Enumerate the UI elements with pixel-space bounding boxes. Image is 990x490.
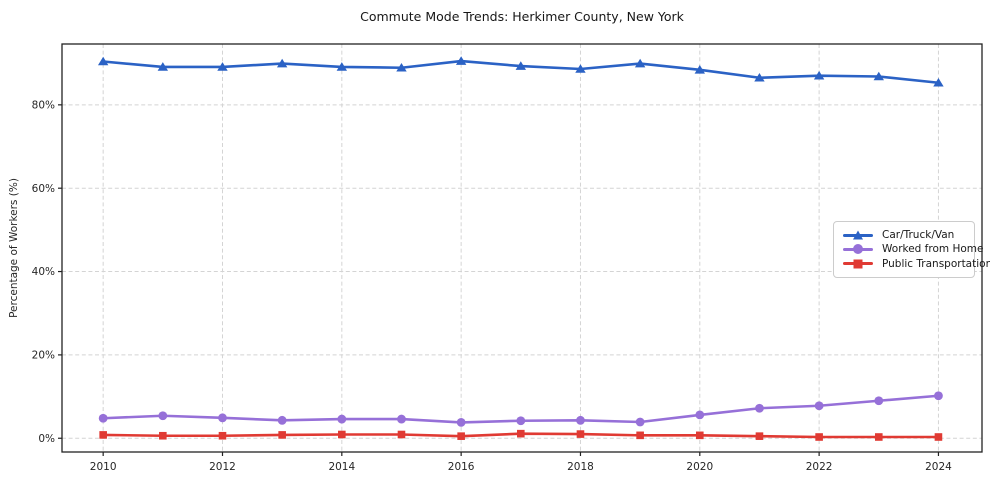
data-point-marker — [576, 430, 585, 438]
square-marker-icon — [853, 259, 863, 269]
x-tick-label: 2020 — [686, 461, 713, 473]
legend-item-car-truck-van: Car/Truck/Van — [843, 228, 966, 242]
data-point-marker — [575, 64, 586, 73]
data-point-marker — [874, 433, 883, 441]
data-point-marker — [813, 70, 825, 80]
x-tick-label: 2014 — [328, 461, 355, 473]
x-tick-label: 2012 — [209, 461, 236, 473]
series-lines — [97, 56, 944, 441]
x-tick-labels: 2010 2012 2014 2016 2018 2020 2022 2024 — [90, 461, 952, 473]
triangle-marker-icon — [853, 230, 863, 240]
plot-border — [61, 43, 983, 453]
y-tick-label: 60% — [32, 183, 55, 195]
legend-line-swatch — [843, 259, 873, 269]
data-point-marker — [217, 62, 228, 71]
x-tick-label: 2010 — [90, 461, 117, 473]
data-point-marker — [159, 431, 167, 440]
data-point-marker — [814, 401, 824, 411]
circle-marker-icon — [853, 244, 863, 255]
data-point-marker — [695, 410, 705, 420]
data-point-marker — [158, 411, 168, 421]
legend-label: Car/Truck/Van — [882, 229, 955, 242]
data-point-marker — [457, 432, 465, 440]
y-tick-label: 80% — [32, 99, 55, 111]
data-point-marker — [694, 65, 705, 74]
data-point-marker — [695, 431, 704, 440]
legend: Car/Truck/Van Worked from Home Public Tr… — [833, 221, 990, 278]
chart-title: Commute Mode Trends: Herkimer County, Ne… — [360, 9, 684, 24]
data-point-marker — [278, 431, 286, 439]
y-axis-label: Percentage of Workers (%) — [8, 178, 20, 318]
x-tick-label: 2022 — [806, 461, 833, 473]
data-point-marker — [396, 62, 407, 72]
data-point-marker — [157, 62, 169, 71]
data-point-marker — [338, 430, 346, 439]
data-point-marker — [576, 415, 585, 425]
y-ticks — [58, 104, 62, 439]
y-tick-label: 20% — [32, 349, 55, 361]
data-point-marker — [397, 430, 406, 439]
legend-item-worked-from-home: Worked from Home — [843, 242, 983, 256]
y-tick-label: 40% — [32, 266, 55, 278]
data-point-marker — [277, 415, 287, 425]
series-public-transportation — [99, 429, 943, 441]
data-point-marker — [336, 62, 348, 71]
data-point-marker — [218, 431, 227, 440]
legend-item-public-transportation: Public Transportation — [843, 257, 990, 271]
x-ticks — [102, 452, 940, 456]
data-point-marker — [934, 391, 943, 401]
data-point-marker — [635, 417, 645, 427]
data-point-marker — [636, 431, 644, 440]
data-point-marker — [218, 413, 227, 423]
data-point-marker — [98, 413, 108, 423]
data-point-marker — [97, 56, 109, 66]
data-point-marker — [634, 58, 646, 68]
data-point-marker — [99, 431, 107, 439]
data-point-marker — [455, 56, 467, 65]
data-point-marker — [517, 429, 525, 438]
legend-line-swatch — [843, 230, 873, 240]
data-point-marker — [276, 58, 288, 68]
data-point-marker — [397, 414, 406, 424]
data-point-marker — [337, 414, 347, 424]
series-car-truck-van — [97, 56, 944, 87]
data-point-marker — [873, 71, 884, 81]
x-tick-label: 2016 — [448, 461, 475, 473]
data-point-marker — [515, 61, 527, 70]
legend-label: Public Transportation — [882, 257, 990, 270]
data-point-marker — [815, 433, 823, 441]
series-worked-from-home — [98, 391, 943, 427]
x-tick-label: 2018 — [567, 461, 594, 473]
data-point-marker — [874, 396, 884, 406]
legend-label: Worked from Home — [882, 243, 984, 256]
data-point-marker — [755, 403, 764, 413]
data-point-marker — [933, 77, 944, 87]
x-gridlines — [102, 44, 939, 452]
y-tick-label: 0% — [38, 433, 55, 445]
data-point-marker — [934, 433, 943, 441]
x-tick-label: 2024 — [925, 461, 952, 473]
data-point-marker — [755, 432, 764, 440]
data-point-marker — [754, 72, 765, 82]
data-point-marker — [456, 418, 466, 427]
legend-line-swatch — [843, 244, 873, 255]
y-tick-labels: 0% 20% 40% 60% 80% — [32, 99, 55, 444]
data-point-marker — [516, 416, 526, 426]
